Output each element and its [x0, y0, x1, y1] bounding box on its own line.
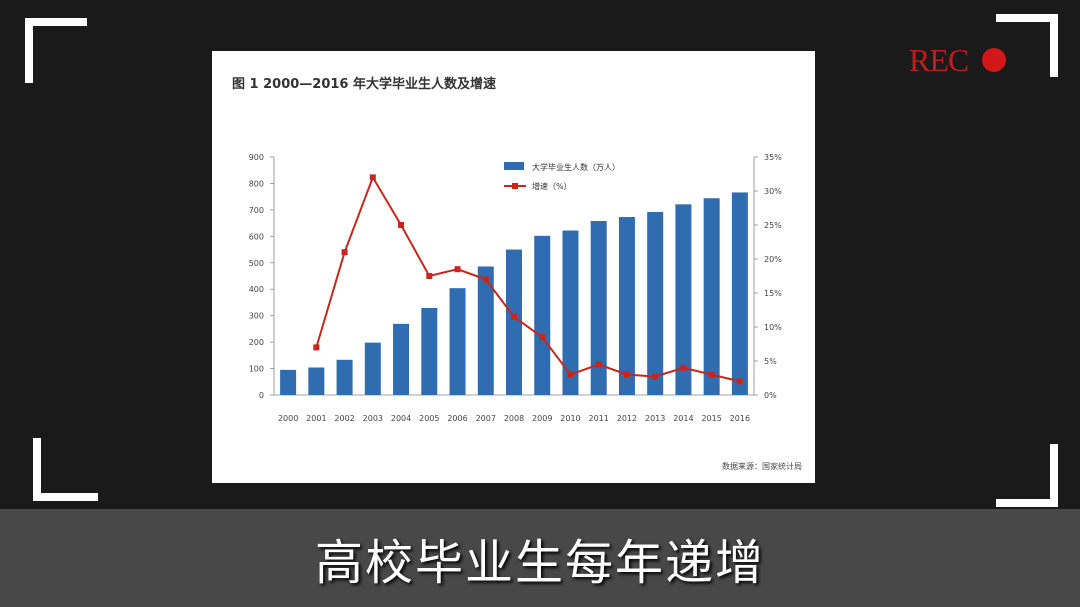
x-tick-label: 2007 — [476, 414, 496, 423]
bar — [703, 198, 720, 395]
y-left-tick-label: 600 — [249, 232, 264, 241]
x-tick-label: 2008 — [504, 414, 524, 423]
figure-title: 图 1 2000—2016 年大学毕业生人数及增速 — [232, 76, 496, 92]
growth-line — [315, 175, 741, 383]
y-right-tick-label: 35% — [764, 153, 782, 162]
rec-label: REC — [909, 41, 969, 78]
bar — [506, 249, 522, 395]
y-left-tick-label: 400 — [249, 285, 264, 294]
x-tick-label: 2010 — [560, 414, 580, 423]
x-tick-label: 2003 — [363, 414, 383, 423]
legend-swatch-bar — [504, 162, 524, 170]
x-tick-label: 2012 — [617, 414, 637, 423]
x-tick-label: 2000 — [278, 414, 298, 423]
line-marker — [341, 249, 348, 256]
y-left-tick-label: 0 — [259, 391, 264, 400]
y-left-tick-label: 900 — [249, 153, 264, 162]
bar — [675, 204, 692, 395]
x-tick-label: 2016 — [730, 414, 750, 423]
bar — [336, 359, 353, 395]
legend-label: 增速（%） — [532, 181, 572, 191]
line-marker — [511, 313, 517, 320]
chart-axes: 0 100 200 300 400 500 600 700 800 900 0% 5% 10% 15% 20… — [249, 153, 782, 423]
bar — [731, 192, 748, 395]
legend-label: 大学毕业生人数（万人） — [532, 162, 620, 172]
line-marker — [623, 371, 630, 378]
y-right-tick-label: 10% — [764, 323, 782, 332]
viewfinder-corner-bottom-right — [996, 444, 1058, 507]
bar-series — [280, 192, 748, 395]
x-tick-label: 2015 — [701, 414, 721, 423]
y-left-tick-label: 300 — [249, 312, 264, 321]
y-right-tick-label: 0% — [764, 391, 777, 400]
x-tick-label: 2013 — [645, 414, 665, 423]
bar — [308, 367, 325, 395]
bar — [590, 220, 607, 395]
caption-bar: 高校毕业生每年递增 — [0, 509, 1080, 607]
x-tick-label: 2014 — [673, 414, 693, 423]
x-tick-label: 2004 — [391, 414, 411, 423]
chart-panel: 图 1 2000—2016 年大学毕业生人数及增速 数据来源：国家统计局 0 10… — [212, 51, 815, 483]
x-tick-label: 2002 — [334, 414, 354, 423]
bar — [449, 288, 466, 395]
record-dot-icon — [982, 48, 1007, 72]
bar — [477, 266, 494, 395]
y-left-tick-label: 100 — [249, 365, 264, 374]
chart-svg: 图 1 2000—2016 年大学毕业生人数及增速 数据来源：国家统计局 0 10… — [232, 76, 802, 471]
bar — [280, 369, 297, 395]
x-tick-label: 2009 — [532, 414, 552, 423]
bar — [421, 307, 438, 395]
y-right-tick-label: 25% — [764, 221, 782, 230]
line-marker — [708, 371, 715, 378]
line-marker — [426, 273, 433, 279]
viewfinder-corner-top-left — [25, 18, 87, 83]
line-series — [313, 174, 743, 385]
line-marker — [539, 334, 546, 341]
line-marker — [398, 222, 405, 228]
viewfinder-corner-bottom-left — [33, 438, 98, 501]
y-left-tick-label: 200 — [249, 338, 264, 347]
line-marker — [680, 364, 687, 371]
rec-indicator: REC — [909, 40, 1007, 80]
bar — [364, 342, 381, 395]
line-marker — [652, 373, 659, 380]
line-marker — [736, 378, 743, 385]
legend-swatch-marker — [512, 183, 518, 189]
y-left-tick-label: 800 — [249, 179, 264, 188]
y-right-tick-label: 5% — [764, 357, 777, 366]
y-right-tick-label: 20% — [764, 255, 782, 264]
x-tick-label: 2011 — [589, 414, 609, 423]
caption-text: 高校毕业生每年递增 — [314, 535, 765, 591]
bar — [393, 323, 410, 395]
bar — [647, 212, 664, 395]
line-marker — [369, 174, 376, 181]
line-marker — [313, 344, 320, 351]
y-left-tick-label: 700 — [249, 206, 264, 215]
y-right-tick-label: 15% — [764, 289, 782, 298]
x-tick-label: 2001 — [306, 414, 326, 423]
bar — [618, 217, 635, 395]
figure-source: 数据来源：国家统计局 — [722, 461, 802, 471]
x-tick-label: 2006 — [447, 414, 467, 423]
line-marker — [454, 266, 461, 273]
line-marker — [482, 276, 489, 283]
y-left-tick-label: 500 — [249, 259, 264, 268]
chart-legend: 大学毕业生人数（万人） 增速（%） — [504, 162, 620, 191]
viewfinder-corner-top-right — [996, 14, 1058, 77]
bar — [562, 230, 579, 395]
line-marker — [595, 361, 602, 368]
y-right-tick-label: 30% — [764, 187, 782, 196]
x-tick-label: 2005 — [419, 414, 439, 423]
line-marker — [567, 371, 574, 378]
bar — [534, 235, 551, 395]
